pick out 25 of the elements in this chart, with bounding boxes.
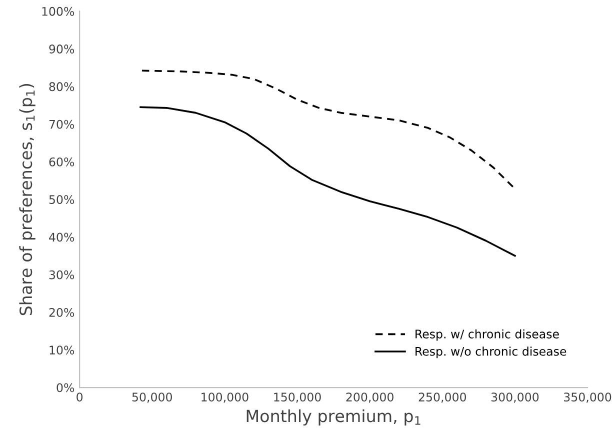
y-axis-title: Share of preferences, s$_{1}$(p$_{1}$) — [19, 84, 36, 316]
y-tick-label: 80% — [49, 82, 74, 92]
x-tick-label: 100,000 — [202, 392, 248, 403]
y-tick-label: 100% — [42, 6, 74, 16]
y-tick-label: 50% — [49, 195, 74, 204]
legend-label: Resp. w/o chronic disease — [416, 346, 566, 358]
line-series — [141, 70, 516, 190]
x-tick-label: 350,000 — [564, 392, 612, 403]
y-tick-label: 40% — [49, 232, 74, 242]
y-tick-label: 0% — [56, 383, 74, 392]
x-axis-title: Monthly premium, p$_{1}$ — [246, 409, 420, 426]
x-tick-label: 0 — [76, 392, 83, 402]
x-tick-label: 50,000 — [132, 392, 172, 403]
y-tick-label: 30% — [49, 270, 74, 280]
y-tick-label: 60% — [49, 157, 74, 166]
y-tick-label: 70% — [49, 120, 74, 129]
line-series — [140, 106, 516, 257]
y-tick-label: 90% — [49, 44, 74, 54]
x-tick-label: 250,000 — [418, 392, 466, 403]
legend-label: Resp. w/ chronic disease — [416, 329, 559, 341]
x-tick-label: 300,000 — [491, 392, 539, 403]
y-tick-label: 20% — [49, 308, 74, 317]
x-tick-label: 150,000 — [274, 392, 321, 403]
y-tick-label: 10% — [50, 346, 74, 355]
x-tick-label: 200,000 — [346, 392, 394, 403]
